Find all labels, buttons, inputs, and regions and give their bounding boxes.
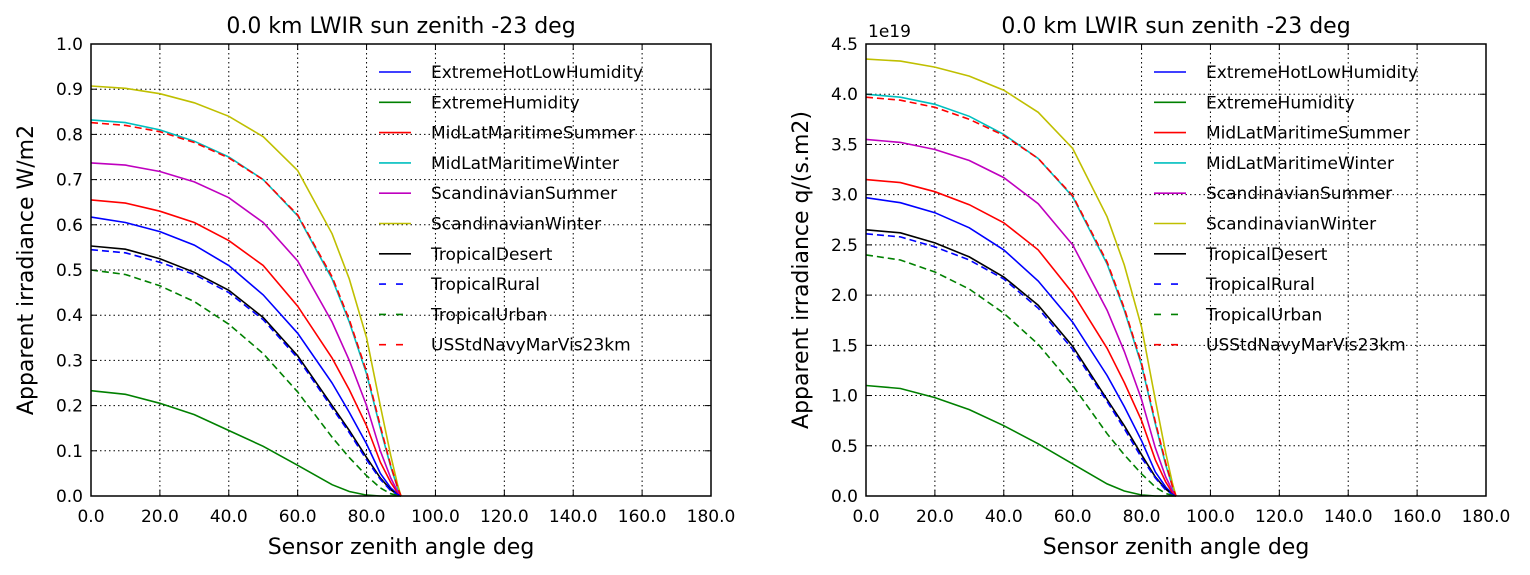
legend: ExtremeHotLowHumidity ExtremeHumidity MidL… bbox=[379, 63, 643, 356]
y-tick-label: 3.5 bbox=[831, 135, 858, 155]
y-tick-label: 0.8 bbox=[56, 125, 83, 145]
series-line-TropicalRural bbox=[865, 233, 1177, 497]
y-tick-label: 0.2 bbox=[56, 397, 83, 417]
x-tick-label: 20.0 bbox=[916, 507, 954, 527]
x-tick-label: 60.0 bbox=[1054, 507, 1092, 527]
series-group bbox=[865, 58, 1177, 497]
legend: ExtremeHotLowHumidity ExtremeHumidity MidL… bbox=[1154, 63, 1418, 356]
x-tick-label: 180.0 bbox=[1462, 507, 1511, 527]
series-line-USStdNavyMarVis23km bbox=[90, 121, 402, 497]
y-tick-label: 2.5 bbox=[831, 236, 858, 256]
legend-label: TropicalDesert bbox=[1205, 245, 1328, 265]
y-tick-label: 3.0 bbox=[831, 186, 858, 206]
right-chart: 0.0 20.0 40.0 60.0 80.0 100.0 120.0 140.0 160.0 1… bbox=[789, 14, 1510, 560]
legend-label: MidLatMaritimeSummer bbox=[1206, 124, 1410, 144]
series-line-TropicalRural bbox=[90, 248, 402, 497]
grid-lines bbox=[865, 43, 1487, 497]
series-line-ScandinavianWinter bbox=[90, 85, 402, 497]
x-tick-label: 40.0 bbox=[210, 507, 248, 527]
series-line-TropicalDesert bbox=[865, 229, 1177, 497]
legend-label: MidLatMaritimeWinter bbox=[431, 154, 619, 174]
y-axis-label: Apparent irradiance q/(s.m2) bbox=[789, 111, 814, 429]
x-tick-label: 160.0 bbox=[1393, 507, 1442, 527]
legend-label: TropicalUrban bbox=[1205, 305, 1322, 325]
legend-label: ScandinavianWinter bbox=[431, 215, 601, 235]
x-axis-label: Sensor zenith angle deg bbox=[268, 535, 535, 560]
y-tick-label: 0.9 bbox=[56, 80, 83, 100]
legend-label: ScandinavianSummer bbox=[1206, 184, 1392, 204]
x-tick-label: 0.0 bbox=[77, 507, 104, 527]
legend-label: TropicalRural bbox=[430, 275, 540, 295]
x-tick-label: 140.0 bbox=[549, 507, 598, 527]
legend-label: TropicalRural bbox=[1205, 275, 1315, 295]
y-offset-label: 1e19 bbox=[868, 22, 911, 42]
x-tick-label: 160.0 bbox=[618, 507, 667, 527]
legend-label: MidLatMaritimeSummer bbox=[431, 124, 635, 144]
series-line-TropicalUrban bbox=[90, 269, 402, 497]
y-tick-label: 0.0 bbox=[56, 487, 83, 507]
series-line-ExtremeHotLowHumidity bbox=[865, 196, 1177, 497]
grid-lines bbox=[90, 43, 712, 497]
x-tick-label: 140.0 bbox=[1324, 507, 1373, 527]
y-tick-label: 0.6 bbox=[56, 216, 83, 236]
x-tick-label: 180.0 bbox=[687, 507, 736, 527]
series-line-ScandinavianWinter bbox=[865, 58, 1177, 497]
x-tick-label: 80.0 bbox=[1123, 507, 1161, 527]
plot-frame bbox=[865, 43, 1487, 497]
x-tick-label: 120.0 bbox=[480, 507, 529, 527]
y-tick-label: 0.4 bbox=[56, 306, 83, 326]
x-tick-label: 40.0 bbox=[985, 507, 1023, 527]
series-line-USStdNavyMarVis23km bbox=[865, 96, 1177, 497]
chart-title: 0.0 km LWIR sun zenith -23 deg bbox=[226, 14, 575, 39]
x-tick-label: 60.0 bbox=[279, 507, 317, 527]
series-line-ScandinavianSummer bbox=[90, 162, 402, 497]
x-tick-label: 20.0 bbox=[141, 507, 179, 527]
legend-label: USStdNavyMarVis23km bbox=[1206, 336, 1406, 356]
series-group bbox=[90, 85, 402, 497]
legend-label: TropicalDesert bbox=[430, 245, 553, 265]
legend-label: TropicalUrban bbox=[430, 305, 547, 325]
x-tick-label: 0.0 bbox=[852, 507, 879, 527]
x-tick-label: 100.0 bbox=[411, 507, 460, 527]
series-line-MidLatMaritimeSummer bbox=[865, 178, 1177, 497]
x-axis-label: Sensor zenith angle deg bbox=[1043, 535, 1310, 560]
legend-label: ScandinavianWinter bbox=[1206, 215, 1376, 235]
legend-label: MidLatMaritimeWinter bbox=[1206, 154, 1394, 174]
series-line-ExtremeHumidity bbox=[865, 384, 1176, 497]
y-tick-label: 2.0 bbox=[831, 286, 858, 306]
y-tick-label: 0.7 bbox=[56, 171, 83, 191]
y-tick-label: 0.5 bbox=[831, 437, 858, 457]
series-line-MidLatMaritimeSummer bbox=[90, 199, 402, 497]
y-tick-label: 0.5 bbox=[56, 261, 83, 281]
series-line-ExtremeHumidity bbox=[90, 389, 401, 497]
left-chart: 0.0 20.0 40.0 60.0 80.0 100.0 120.0 140.0 160.0 1… bbox=[14, 14, 735, 560]
x-tick-label: 120.0 bbox=[1255, 507, 1304, 527]
legend-label: ExtremeHumidity bbox=[431, 93, 580, 113]
legend-label: ExtremeHotLowHumidity bbox=[1206, 63, 1418, 83]
y-tick-label: 0.1 bbox=[56, 442, 83, 462]
x-tick-label: 80.0 bbox=[348, 507, 386, 527]
series-line-TropicalDesert bbox=[90, 245, 402, 497]
y-tick-label: 0.0 bbox=[831, 487, 858, 507]
y-tick-label: 4.5 bbox=[831, 35, 858, 55]
x-tick-label: 100.0 bbox=[1186, 507, 1235, 527]
legend-label: ExtremeHumidity bbox=[1206, 93, 1355, 113]
y-tick-label: 0.3 bbox=[56, 351, 83, 371]
legend-label: ExtremeHotLowHumidity bbox=[431, 63, 643, 83]
y-axis-label: Apparent irradiance W/m2 bbox=[14, 125, 39, 415]
y-tick-label: 1.0 bbox=[56, 35, 83, 55]
y-tick-label: 1.0 bbox=[831, 387, 858, 407]
legend-label: USStdNavyMarVis23km bbox=[431, 336, 631, 356]
series-line-ScandinavianSummer bbox=[865, 138, 1177, 497]
chart-title: 0.0 km LWIR sun zenith -23 deg bbox=[1001, 14, 1350, 39]
y-tick-label: 4.0 bbox=[831, 85, 858, 105]
series-line-ExtremeHotLowHumidity bbox=[90, 216, 402, 497]
legend-label: ScandinavianSummer bbox=[431, 184, 617, 204]
series-line-TropicalUrban bbox=[865, 254, 1177, 497]
y-tick-label: 1.5 bbox=[831, 336, 858, 356]
